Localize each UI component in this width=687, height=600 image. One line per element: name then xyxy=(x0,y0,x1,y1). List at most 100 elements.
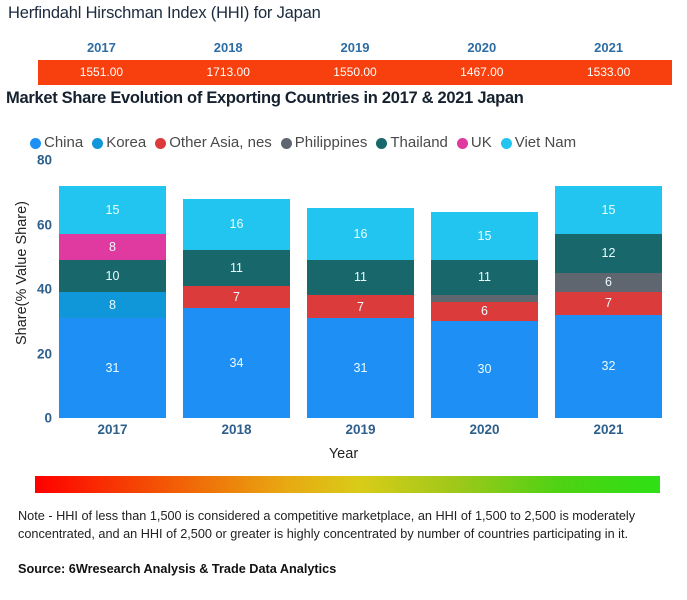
hhi-value-bar: 1551.00 1713.00 1550.00 1467.00 1533.00 xyxy=(38,60,672,85)
x-tick-label: 2018 xyxy=(221,422,252,437)
legend-item-thailand[interactable]: Thailand xyxy=(376,135,448,151)
bar-segment-china[interactable]: 31 xyxy=(307,318,414,418)
bar-segment-viet-nam[interactable]: 16 xyxy=(183,198,290,251)
hhi-year-header: 2017 2018 2019 2020 2021 xyxy=(38,38,672,58)
bar-segment-philippines[interactable]: 6 xyxy=(555,272,662,293)
bar-segment-value: 11 xyxy=(230,260,243,275)
hhi-year-label: 2018 xyxy=(213,40,243,55)
bar-segment-value: 12 xyxy=(601,246,616,261)
bar-segment-other-asia-nes[interactable]: 7 xyxy=(183,285,290,309)
legend-label: Viet Nam xyxy=(514,134,577,151)
note-text: Note - HHI of less than 1,500 is conside… xyxy=(18,509,636,541)
bar-segment-uk[interactable]: 8 xyxy=(59,234,166,260)
bar-segment-value: 31 xyxy=(105,360,120,375)
stacked-bar-2020[interactable]: 15 11 6 30 xyxy=(431,211,538,418)
bar-segment-china[interactable]: 31 xyxy=(59,318,166,418)
hhi-value: 1550.00 xyxy=(333,65,377,79)
y-tick-label: 40 xyxy=(36,281,52,297)
bar-segment-value: 7 xyxy=(605,296,612,311)
bar-segment-viet-nam[interactable]: 16 xyxy=(307,208,414,260)
bar-segment-thailand[interactable]: 12 xyxy=(555,234,662,273)
chart-title: Market Share Evolution of Exporting Coun… xyxy=(6,89,524,107)
legend-label: Korea xyxy=(106,134,147,151)
stacked-bar-2018[interactable]: 16 11 7 34 xyxy=(183,198,290,418)
bar-segment-value: 8 xyxy=(109,297,116,312)
chart-legend: China Korea Other Asia, nes Philippines Thai… xyxy=(30,132,675,154)
hhi-year-label: 2021 xyxy=(594,40,624,55)
stacked-bar-2017[interactable]: 15 8 10 8 31 xyxy=(59,185,166,418)
bar-segment-value: 32 xyxy=(601,359,616,374)
source-text: Source: 6Wresearch Analysis & Trade Data… xyxy=(18,562,337,576)
legend-swatch-icon xyxy=(280,137,292,149)
y-axis-ticks: 0 20 40 60 80 xyxy=(22,153,52,426)
legend-item-china[interactable]: China xyxy=(30,135,83,151)
bar-segment-value: 10 xyxy=(105,268,120,283)
bar-segment-value: 7 xyxy=(233,289,240,304)
legend-item-uk[interactable]: UK xyxy=(456,135,492,151)
bar-segment-value: 7 xyxy=(357,299,364,314)
bar-segment-value: 16 xyxy=(353,226,368,241)
bar-segment-value: 16 xyxy=(229,217,244,232)
legend-item-viet-nam[interactable]: Viet Nam xyxy=(500,134,577,151)
hhi-title: Herfindahl Hirschman Index (HHI) for Jap… xyxy=(8,4,321,22)
legend-item-other-asia-nes[interactable]: Other Asia, nes xyxy=(155,135,272,151)
y-tick-label: 0 xyxy=(44,410,52,426)
hhi-value: 1533.00 xyxy=(586,65,631,79)
legend-label: China xyxy=(44,134,84,151)
hhi-year-label: 2019 xyxy=(340,40,370,55)
hhi-value: 1551.00 xyxy=(79,65,124,79)
y-tick-label: 60 xyxy=(36,217,52,232)
legend-swatch-icon xyxy=(376,137,388,149)
y-tick-label: 80 xyxy=(36,152,52,168)
y-tick-label: 20 xyxy=(36,346,52,361)
legend-label: Thailand xyxy=(390,134,448,151)
bar-segment-thailand[interactable]: 11 xyxy=(431,260,538,296)
x-tick-label: 2021 xyxy=(593,422,624,437)
plot-wrapper: Share(% Value Share) 0 20 40 60 80 15 8 10 8 31 1… xyxy=(0,153,687,462)
bar-segment-value: 11 xyxy=(354,270,367,285)
legend-swatch-icon xyxy=(30,137,41,149)
legend-swatch-icon xyxy=(155,137,167,149)
x-tick-label: 2017 xyxy=(97,422,128,437)
bar-segment-korea[interactable]: 8 xyxy=(59,292,166,319)
legend-swatch-icon xyxy=(92,137,104,149)
bar-segment-viet-nam[interactable]: 15 xyxy=(59,185,166,235)
bar-segment-value: 31 xyxy=(353,360,368,375)
hhi-gradient-scale xyxy=(35,476,660,493)
hhi-year-label: 2017 xyxy=(86,40,116,55)
bar-segment-value: 8 xyxy=(109,239,116,254)
bar-segment-viet-nam[interactable]: 15 xyxy=(431,211,538,260)
bar-segment-other-asia-nes[interactable]: 7 xyxy=(307,295,414,319)
legend-label: Philippines xyxy=(294,134,368,151)
x-tick-label: 2020 xyxy=(469,422,500,437)
stacked-bar-2019[interactable]: 16 11 7 31 xyxy=(307,208,414,418)
bar-segment-other-asia-nes[interactable]: 7 xyxy=(555,292,662,315)
hhi-value: 1713.00 xyxy=(206,65,250,79)
bar-segment-value: 11 xyxy=(478,270,491,285)
hhi-value: 1467.00 xyxy=(460,65,504,79)
legend-item-philippines[interactable]: Philippines xyxy=(280,134,368,151)
hhi-year-label: 2020 xyxy=(467,40,497,55)
bar-segment-value: 15 xyxy=(477,228,492,243)
bar-segment-china[interactable]: 32 xyxy=(555,314,662,418)
bar-segment-philippines[interactable] xyxy=(431,295,538,302)
stacked-bar-2021[interactable]: 15 12 6 7 32 xyxy=(555,185,662,418)
legend-item-korea[interactable]: Korea xyxy=(92,135,146,151)
bar-segment-other-asia-nes[interactable]: 6 xyxy=(431,301,538,322)
plot-area: 15 8 10 8 31 16 11 7 34 16 11 7 31 15 11 6 30 15 12 6 7 32 xyxy=(57,160,677,418)
bar-segment-value: 30 xyxy=(477,362,492,377)
bar-segment-thailand[interactable]: 10 xyxy=(59,259,166,293)
legend-swatch-icon xyxy=(500,137,512,149)
bar-segment-value: 6 xyxy=(605,275,612,290)
bar-segment-china[interactable]: 34 xyxy=(183,308,290,418)
x-tick-label: 2019 xyxy=(345,422,376,437)
x-axis-ticks: 2017 2018 2019 2020 2021 xyxy=(57,422,677,442)
bar-segment-value: 6 xyxy=(481,304,488,319)
bar-segment-thailand[interactable]: 11 xyxy=(307,260,414,296)
bar-segment-china[interactable]: 30 xyxy=(431,321,538,418)
x-axis-title: Year xyxy=(328,446,359,462)
legend-label: Other Asia, nes xyxy=(169,134,272,151)
bar-segment-thailand[interactable]: 11 xyxy=(183,250,290,286)
bar-segment-viet-nam[interactable]: 15 xyxy=(555,185,662,235)
